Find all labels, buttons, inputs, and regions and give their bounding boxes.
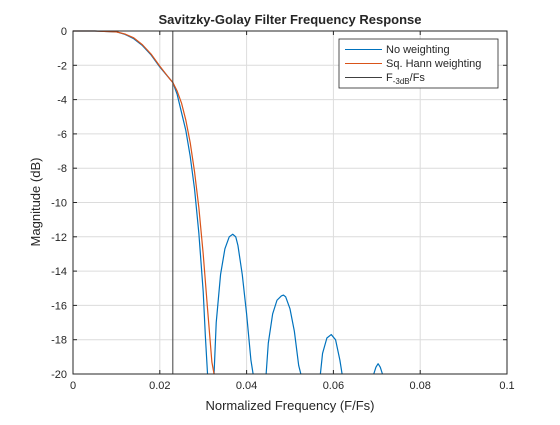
y-axis-label: Magnitude (dB) (28, 158, 43, 247)
y-tick-label: -8 (57, 163, 67, 175)
x-tick-label: 0.02 (149, 380, 170, 392)
y-tick-label: -2 (57, 60, 67, 72)
x-tick-label: 0.06 (323, 380, 344, 392)
series-line-sq-hann-weighting (73, 30, 215, 375)
legend[interactable]: No weighting Sq. Hann weighting F-3dB/Fs (338, 38, 499, 89)
chart-title: Savitzky-Golay Filter Frequency Response (159, 12, 422, 27)
y-tick-label: -6 (57, 129, 67, 141)
legend-label-f3db-main: F (386, 72, 393, 84)
y-tick-label: -18 (51, 335, 67, 347)
y-tick-label: -16 (51, 300, 67, 312)
x-tick-label: 0.04 (236, 380, 257, 392)
legend-label-f3db: F-3dB/Fs (386, 72, 425, 86)
legend-label-no-weighting: No weighting (386, 44, 450, 56)
legend-label-f3db-subscript: -3dB (393, 77, 410, 86)
y-tick-label: -4 (57, 95, 67, 107)
x-axis-label: Normalized Frequency (F/Fs) (205, 398, 374, 413)
legend-label-sq-hann-weighting: Sq. Hann weighting (386, 58, 481, 70)
legend-label-f3db-tail: /Fs (410, 72, 426, 84)
y-tick-label: 0 (61, 26, 67, 38)
x-tick-label: 0 (70, 380, 76, 392)
plot-area (73, 30, 384, 375)
y-tick-label: -12 (51, 232, 67, 244)
y-tick-label: -14 (51, 266, 67, 278)
x-tick-label: 0.1 (499, 380, 514, 392)
y-tick-label: -20 (51, 369, 67, 381)
x-tick-label: 0.08 (409, 380, 430, 392)
y-tick-label: -10 (51, 198, 67, 210)
ticks: 0 0.02 0.04 0.06 0.08 0.1 0 -2 -4 -6 -8 -10 -12 -14 -1… (51, 26, 515, 392)
